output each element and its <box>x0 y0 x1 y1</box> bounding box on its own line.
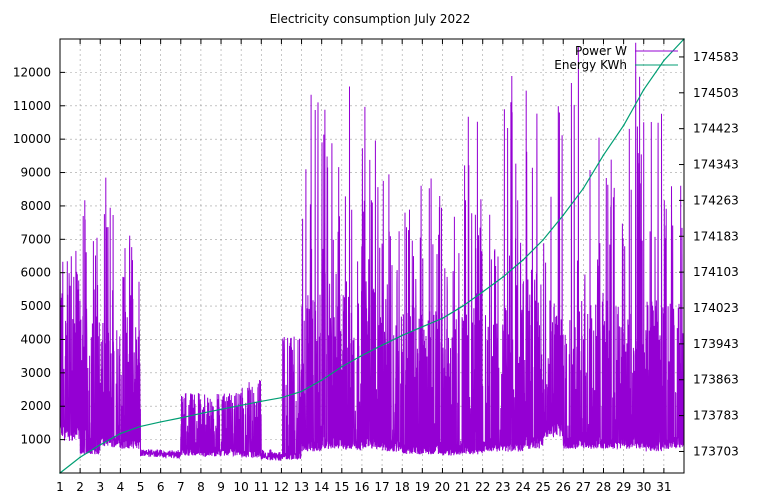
x-tick-label: 31 <box>656 480 671 494</box>
energy-point <box>159 421 162 423</box>
x-tick-label: 17 <box>374 480 389 494</box>
x-tick-label: 29 <box>616 480 631 494</box>
x-tick-label: 26 <box>556 480 571 494</box>
energy-point <box>99 443 102 446</box>
x-tick-label: 1 <box>56 480 64 494</box>
x-tick-label: 23 <box>495 480 510 494</box>
y2-tick-label: 174263 <box>693 193 739 207</box>
chart-title: Electricity consumption July 2022 <box>270 12 471 26</box>
energy-point <box>300 390 303 393</box>
y-tick-label: 4000 <box>20 332 51 346</box>
y2-tick-label: 174423 <box>693 122 739 136</box>
y-tick-label: 6000 <box>20 266 51 280</box>
x-tick-label: 4 <box>117 480 125 494</box>
y2-tick-label: 174503 <box>693 86 739 100</box>
x-tick-label: 10 <box>234 480 249 494</box>
power-series-line <box>59 42 685 461</box>
energy-point <box>341 365 343 368</box>
energy-point <box>320 379 323 381</box>
x-tick-label: 19 <box>415 480 430 494</box>
energy-point <box>361 354 363 357</box>
y2-tick-label: 174583 <box>693 50 739 64</box>
y2-tick-label: 173783 <box>693 409 739 423</box>
energy-point <box>240 404 242 407</box>
energy-point <box>602 154 605 156</box>
legend-label-power: Power W <box>575 44 627 58</box>
y2-tick-label: 174343 <box>693 158 739 172</box>
x-tick-label: 12 <box>274 480 289 494</box>
y2-tick-label: 174023 <box>693 301 739 315</box>
x-tick-label: 21 <box>455 480 470 494</box>
energy-point <box>582 187 585 190</box>
x-tick-label: 18 <box>395 480 410 494</box>
energy-point <box>79 456 81 459</box>
x-tick-label: 14 <box>314 480 329 494</box>
y2-tick-label: 173863 <box>693 373 739 387</box>
x-tick-label: 6 <box>157 480 165 494</box>
x-tick-label: 9 <box>217 480 225 494</box>
x-tick-label: 27 <box>576 480 591 494</box>
y2-tick-label: 173703 <box>693 444 739 458</box>
energy-point <box>481 291 484 293</box>
energy-point <box>421 326 424 328</box>
energy-point <box>562 214 565 217</box>
legend-label-energy: Energy KWh <box>554 58 627 72</box>
y-tick-label: 9000 <box>20 166 51 180</box>
x-tick-label: 25 <box>535 480 550 494</box>
y-tick-label: 12000 <box>13 65 51 79</box>
x-tick-label: 24 <box>515 480 530 494</box>
energy-point <box>260 400 263 403</box>
x-tick-label: 15 <box>334 480 349 494</box>
x-tick-label: 11 <box>254 480 269 494</box>
energy-point <box>441 317 444 320</box>
x-tick-label: 16 <box>354 480 369 494</box>
x-tick-label: 7 <box>177 480 185 494</box>
energy-point <box>119 432 122 435</box>
x-tick-label: 8 <box>197 480 205 494</box>
x-tick-label: 30 <box>636 480 651 494</box>
x-tick-label: 20 <box>435 480 450 494</box>
x-tick-label: 2 <box>76 480 84 494</box>
y2-tick-label: 173943 <box>693 337 739 351</box>
energy-point <box>280 396 283 399</box>
energy-point <box>401 334 403 337</box>
y2-tick-label: 174103 <box>693 265 739 279</box>
y-tick-label: 1000 <box>20 433 51 447</box>
x-tick-label: 28 <box>596 480 611 494</box>
energy-series-line <box>59 38 685 474</box>
plot-frame <box>59 38 685 474</box>
energy-point <box>200 412 202 415</box>
power-series <box>59 42 685 461</box>
energy-point <box>663 59 665 62</box>
energy-point <box>381 344 383 347</box>
energy-point <box>542 239 544 241</box>
y-tick-label: 2000 <box>20 399 51 413</box>
energy-point <box>642 88 645 91</box>
y-tick-label: 10000 <box>13 132 51 146</box>
x-tick-label: 5 <box>137 480 145 494</box>
x-tick-label: 3 <box>96 480 104 494</box>
y-tick-label: 7000 <box>20 232 51 246</box>
energy-point <box>179 417 182 419</box>
axes: 1 2 3 4 5 6 7 8 9 10 11 12 13 14 15 16 17 18 19 20 21 22 23 24 2… <box>13 39 739 494</box>
y-tick-label: 8000 <box>20 199 51 213</box>
energy-point <box>220 408 222 411</box>
energy-point <box>622 124 625 127</box>
y-tick-label: 11000 <box>13 99 51 113</box>
y-tick-label: 3000 <box>20 366 51 380</box>
x-tick-label: 22 <box>475 480 490 494</box>
y-tick-label: 5000 <box>20 299 51 313</box>
energy-point <box>139 425 142 428</box>
y2-tick-label: 174183 <box>693 229 739 243</box>
x-tick-label: 13 <box>294 480 309 494</box>
energy-point <box>522 259 524 261</box>
energy-point <box>461 305 464 308</box>
energy-point <box>502 276 504 278</box>
legend: Power W Energy KWh <box>554 44 678 72</box>
